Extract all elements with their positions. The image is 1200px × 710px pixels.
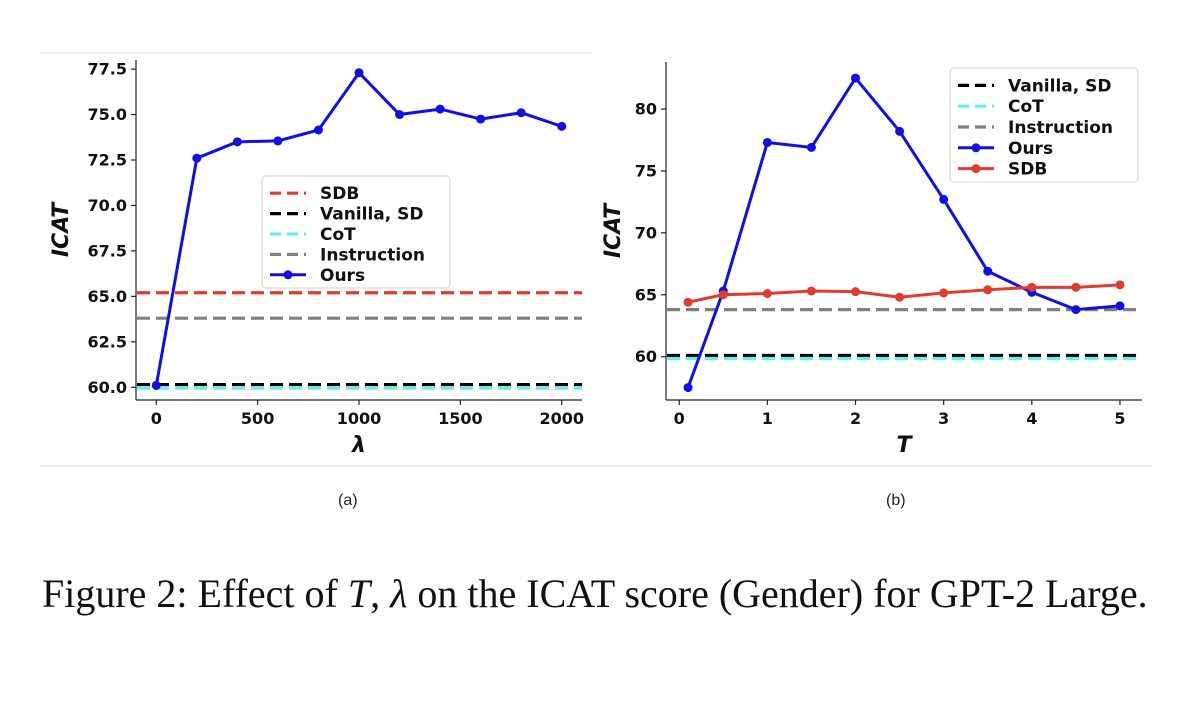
chart-b-legend-sdb-marker	[971, 164, 981, 174]
chart-b-series-sdb-point	[895, 292, 905, 302]
chart-b-series-ours-point	[1071, 305, 1081, 315]
chart-b-x-tick-label: 0	[674, 409, 685, 428]
chart-a-series-ours-point	[557, 121, 567, 131]
chart-b-series-ours-point	[806, 142, 816, 152]
chart-a-x-tick-label: 2000	[539, 409, 584, 428]
chart-a-x-tick-label: 1500	[438, 409, 483, 428]
chart-a-series-ours-point	[192, 153, 202, 163]
figure-caption: Figure 2: Effect of T, λ on the ICAT sco…	[42, 570, 1172, 618]
chart-a-y-tick-label: 72.5	[88, 151, 127, 170]
chart-a-series-ours-point	[476, 114, 486, 124]
caption-sep: ,	[370, 571, 391, 616]
chart-b-legend-instruction-label: Instruction	[1008, 118, 1113, 138]
chart-a-y-tick-label: 60.0	[88, 378, 127, 397]
chart-a-legend-sdb-label: SDB	[320, 184, 359, 204]
chart-a-series-ours-point	[395, 110, 405, 120]
chart-b-series-sdb-point	[1027, 282, 1037, 292]
caption-var-t: T	[347, 571, 371, 616]
chart-b-series-sdb-point	[683, 297, 693, 307]
chart-a-y-tick-label: 77.5	[88, 60, 127, 79]
chart-a-series-ours-point	[354, 68, 364, 78]
chart-a-x-tick-label: 0	[151, 409, 162, 428]
chart-b-series-sdb-point	[939, 288, 949, 298]
chart-a-x-axis-label: λ	[351, 433, 366, 458]
chart-a-y-tick-label: 65.0	[88, 287, 127, 306]
chart-b-legend-box	[949, 67, 1139, 183]
chart-b-x-tick-label: 1	[762, 409, 773, 428]
chart-b-legend-cot-label: CoT	[1008, 97, 1044, 117]
caption-var-lambda: λ	[390, 571, 408, 616]
chart-a-series-ours-point	[232, 137, 242, 147]
chart-b-legend-sdb-label: SDB	[1008, 160, 1047, 180]
chart-a-legend-ours-label: Ours	[320, 266, 365, 286]
chart-b-y-tick-label: 70	[635, 223, 657, 242]
chart-b-series-sdb-point	[718, 290, 728, 300]
chart-b-x-tick-label: 2	[850, 409, 861, 428]
chart-a-x-tick-label: 500	[241, 409, 274, 428]
chart-b-series-ours-point	[939, 194, 949, 204]
chart-a-series-ours-point	[273, 136, 283, 146]
subfigure-label-b: (b)	[886, 492, 906, 509]
chart-b-series-sdb-point	[1115, 280, 1125, 290]
chart-b: 60 65 70 75 80 0 1 2 3 4 5 T ICAT Vanilla, SDCoTInstr…	[601, 62, 1142, 458]
chart-a-y-tick-label: 62.5	[88, 332, 127, 351]
chart-b-series-ours-point	[762, 137, 772, 147]
chart-a-y-tick-label: 67.5	[88, 241, 127, 260]
chart-b-y-tick-label: 65	[635, 285, 657, 304]
chart-a-series-ours-point	[151, 380, 161, 390]
chart-a-legend-vanilla-sd-label: Vanilla, SD	[320, 205, 424, 225]
chart-a-series-ours-point	[313, 125, 323, 135]
chart-a-legend-ours-marker	[283, 270, 293, 280]
chart-a-y-tick-label: 70.0	[88, 196, 127, 215]
chart-a-x-tick-label: 1000	[337, 409, 382, 428]
chart-a-y-axis-label: ICAT	[49, 201, 74, 257]
chart-b-series-ours-point	[851, 73, 861, 83]
chart-b-legend-ours-marker	[971, 143, 981, 153]
caption-prefix: Figure 2: Effect of	[42, 571, 348, 616]
chart-b-series-ours-point	[895, 126, 905, 136]
chart-b-legend-ours-label: Ours	[1008, 139, 1053, 159]
chart-a-legend-box	[261, 175, 451, 289]
chart-b-series-ours-point	[983, 266, 993, 276]
chart-b-series-sdb-point	[806, 286, 816, 296]
chart-b-x-tick-label: 4	[1026, 409, 1037, 428]
chart-b-x-tick-label: 5	[1114, 409, 1125, 428]
chart-a-legend-cot-label: CoT	[320, 225, 356, 245]
chart-b-series-ours-point	[1115, 301, 1125, 311]
chart-b-series-sdb-point	[851, 287, 861, 297]
chart-b-y-tick-label: 60	[635, 347, 657, 366]
chart-a: 60.0 62.5 65.0 67.5 70.0 72.5 75.0 77.5 0 500 1000…	[49, 60, 584, 458]
subfigure-label-a: (a)	[338, 492, 358, 509]
chart-b-y-tick-label: 75	[635, 161, 657, 180]
chart-b-y-axis-label: ICAT	[601, 202, 626, 258]
chart-b-series-ours-point	[683, 383, 693, 393]
chart-b-series-sdb-line	[687, 283, 1121, 304]
chart-b-x-axis-label: T	[896, 433, 913, 458]
chart-b-x-tick-label: 3	[938, 409, 949, 428]
caption-suffix: on the ICAT score (Gender) for GPT-2 Lar…	[407, 571, 1148, 616]
chart-a-series-ours-point	[516, 108, 526, 118]
chart-b-series-sdb-point	[1071, 282, 1081, 292]
chart-b-series-sdb-point	[762, 289, 772, 299]
chart-a-legend-instruction-label: Instruction	[320, 245, 425, 265]
chart-b-series-sdb-point	[983, 285, 993, 295]
chart-b-y-tick-label: 80	[635, 100, 657, 119]
chart-b-legend-vanilla-sd-label: Vanilla, SD	[1008, 76, 1112, 96]
chart-a-y-tick-label: 75.0	[88, 105, 127, 124]
chart-a-series-ours-point	[435, 104, 445, 114]
